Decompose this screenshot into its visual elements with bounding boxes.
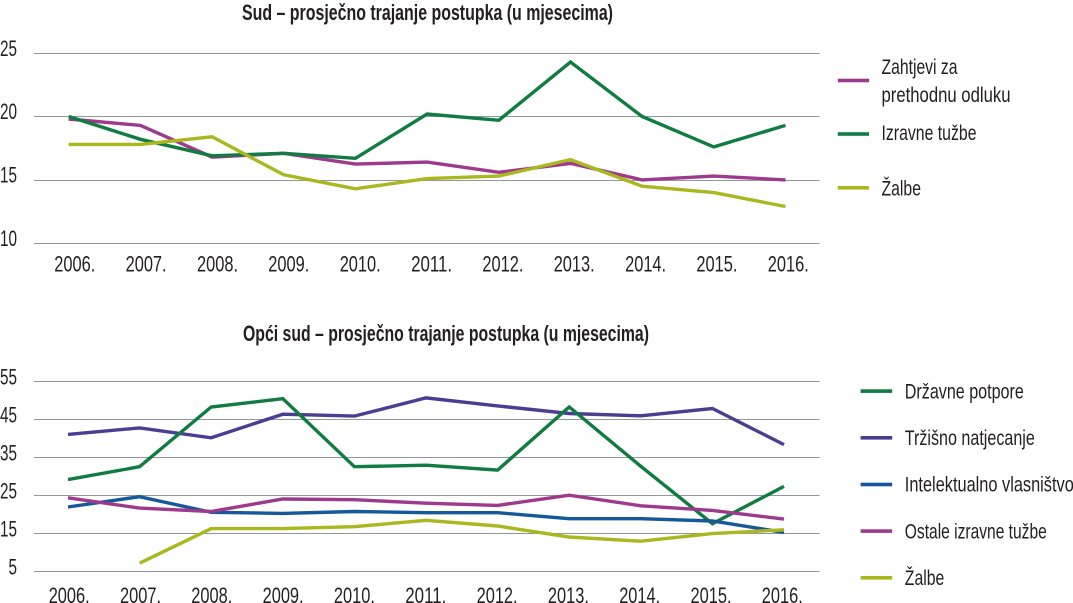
- svg-text:25: 25: [0, 36, 17, 61]
- svg-text:2007.: 2007.: [126, 252, 167, 277]
- svg-text:55: 55: [0, 365, 17, 390]
- svg-text:Sud – prosječno trajanje postu: Sud – prosječno trajanje postupka (u mje…: [242, 0, 613, 25]
- svg-text:prethodnu odluku: prethodnu odluku: [882, 84, 1011, 107]
- svg-text:2007.: 2007.: [120, 583, 161, 603]
- svg-text:Tržišno natjecanje: Tržišno natjecanje: [905, 427, 1035, 450]
- svg-text:2015.: 2015.: [696, 252, 737, 277]
- svg-text:2014.: 2014.: [619, 583, 660, 603]
- svg-text:Ostale izravne tužbe: Ostale izravne tužbe: [905, 520, 1047, 543]
- svg-text:5: 5: [9, 555, 18, 580]
- svg-text:10: 10: [0, 226, 17, 251]
- svg-text:2008.: 2008.: [191, 583, 232, 603]
- svg-text:2011.: 2011.: [411, 252, 452, 277]
- svg-text:2010.: 2010.: [334, 583, 375, 603]
- svg-text:Žalbe: Žalbe: [905, 567, 945, 590]
- svg-text:35: 35: [0, 441, 17, 466]
- svg-text:25: 25: [0, 479, 17, 504]
- svg-text:Izravne tužbe: Izravne tužbe: [882, 122, 977, 145]
- svg-text:2016.: 2016.: [762, 583, 803, 603]
- svg-text:2006.: 2006.: [54, 252, 95, 277]
- svg-text:Zahtjevi za: Zahtjevi za: [882, 56, 958, 79]
- svg-text:2010.: 2010.: [340, 252, 381, 277]
- svg-text:15: 15: [0, 163, 17, 188]
- svg-text:15: 15: [0, 517, 17, 542]
- svg-text:2013.: 2013.: [548, 583, 589, 603]
- svg-text:2013.: 2013.: [554, 252, 595, 277]
- svg-text:Žalbe: Žalbe: [882, 177, 922, 200]
- svg-text:2009.: 2009.: [268, 252, 309, 277]
- svg-text:2012.: 2012.: [477, 583, 518, 603]
- svg-text:2016.: 2016.: [768, 252, 809, 277]
- svg-text:2015.: 2015.: [691, 583, 732, 603]
- svg-text:45: 45: [0, 403, 17, 428]
- svg-text:2008.: 2008.: [197, 252, 238, 277]
- svg-text:Opći sud – prosječno trajanje: Opći sud – prosječno trajanje postupka (…: [243, 321, 649, 346]
- svg-text:2006.: 2006.: [49, 583, 90, 603]
- svg-text:Državne potpore: Državne potpore: [905, 380, 1024, 403]
- svg-text:Intelektualno vlasništvo: Intelektualno vlasništvo: [905, 474, 1073, 497]
- svg-text:2011.: 2011.: [405, 583, 446, 603]
- svg-text:2014.: 2014.: [625, 252, 666, 277]
- svg-text:2009.: 2009.: [263, 583, 304, 603]
- svg-text:2012.: 2012.: [482, 252, 523, 277]
- svg-text:20: 20: [0, 99, 17, 124]
